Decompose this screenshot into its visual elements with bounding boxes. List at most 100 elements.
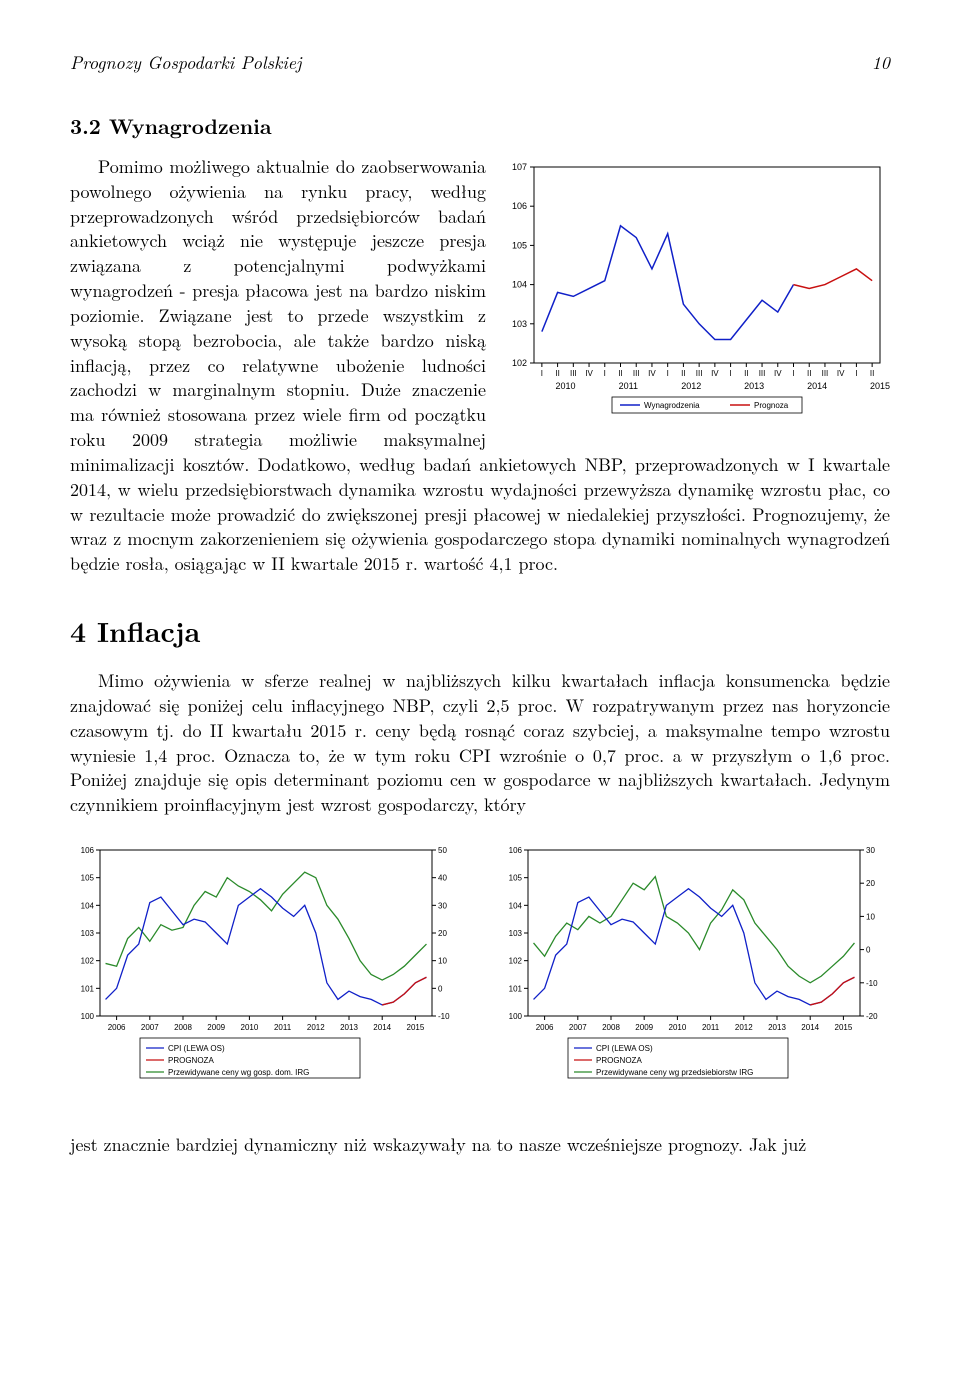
svg-text:2010: 2010 [669, 1023, 687, 1032]
svg-text:10: 10 [438, 957, 447, 966]
svg-text:2006: 2006 [108, 1023, 126, 1032]
svg-text:2012: 2012 [735, 1023, 753, 1032]
svg-text:101: 101 [509, 984, 523, 993]
svg-text:II: II [870, 369, 874, 378]
svg-text:CPI (LEWA OS): CPI (LEWA OS) [168, 1044, 225, 1053]
svg-text:101: 101 [81, 984, 95, 993]
svg-text:2010: 2010 [241, 1023, 259, 1032]
svg-text:2012: 2012 [307, 1023, 325, 1032]
chart-cpi-gosp-dom: 100101102103104105106-100102030405020062… [70, 844, 462, 1099]
svg-text:-10: -10 [866, 979, 878, 988]
svg-text:2015: 2015 [835, 1023, 853, 1032]
svg-text:0: 0 [866, 946, 871, 955]
svg-text:2013: 2013 [768, 1023, 786, 1032]
section-3-2-title: 3.2 Wynagrodzenia [70, 111, 890, 141]
chart-wynagrodzenia-svg: 102103104105106107IIIIIIIVIIIIIIIVIIIIII… [500, 159, 890, 419]
svg-text:I: I [604, 369, 606, 378]
svg-text:III: III [696, 369, 703, 378]
svg-text:I: I [729, 369, 731, 378]
svg-text:2014: 2014 [373, 1023, 391, 1032]
running-head-page: 10 [872, 50, 890, 75]
svg-text:107: 107 [512, 162, 527, 172]
svg-text:III: III [570, 369, 577, 378]
section-3-2-block: 102103104105106107IIIIIIIVIIIIIIIVIIIIII… [70, 155, 890, 577]
svg-text:I: I [855, 369, 857, 378]
svg-text:II: II [681, 369, 685, 378]
bottom-charts-row: 100101102103104105106-100102030405020062… [70, 844, 890, 1099]
svg-text:2013: 2013 [744, 381, 764, 391]
svg-text:102: 102 [512, 358, 527, 368]
svg-text:106: 106 [81, 846, 95, 855]
svg-text:0: 0 [438, 984, 443, 993]
svg-text:2013: 2013 [340, 1023, 358, 1032]
chart-wynagrodzenia: 102103104105106107IIIIIIIVIIIIIIIVIIIIII… [500, 159, 890, 424]
svg-text:40: 40 [438, 874, 447, 883]
svg-text:II: II [555, 369, 559, 378]
svg-text:2008: 2008 [602, 1023, 620, 1032]
svg-text:I: I [667, 369, 669, 378]
svg-text:2011: 2011 [702, 1023, 720, 1032]
svg-text:IV: IV [585, 369, 593, 378]
svg-text:2015: 2015 [870, 381, 890, 391]
svg-text:20: 20 [438, 929, 447, 938]
svg-text:III: III [822, 369, 829, 378]
svg-text:20: 20 [866, 879, 875, 888]
svg-text:II: II [807, 369, 811, 378]
svg-text:2009: 2009 [207, 1023, 225, 1032]
svg-text:100: 100 [81, 1012, 95, 1021]
svg-text:103: 103 [512, 319, 527, 329]
running-head: Prognozy Gospodarki Polskiej 10 [70, 50, 890, 75]
svg-text:2009: 2009 [635, 1023, 653, 1032]
chart-cpi-przedsiebiorstw-svg: 100101102103104105106-20-100102030200620… [498, 844, 890, 1094]
section-4-para: Mimo ożywienia w sferze realnej w najbli… [70, 669, 890, 818]
section-4-title: 4 Inflacja [70, 611, 890, 651]
svg-text:30: 30 [438, 901, 447, 910]
svg-text:2014: 2014 [801, 1023, 819, 1032]
svg-text:2015: 2015 [407, 1023, 425, 1032]
svg-text:105: 105 [81, 874, 95, 883]
svg-text:III: III [633, 369, 640, 378]
svg-text:IV: IV [648, 369, 656, 378]
svg-text:102: 102 [509, 957, 523, 966]
svg-text:2014: 2014 [807, 381, 827, 391]
svg-text:PROGNOZA: PROGNOZA [168, 1056, 214, 1065]
svg-text:105: 105 [512, 240, 527, 250]
svg-text:103: 103 [81, 929, 95, 938]
svg-text:2007: 2007 [141, 1023, 159, 1032]
svg-text:2011: 2011 [619, 381, 638, 391]
svg-text:30: 30 [866, 846, 875, 855]
svg-text:103: 103 [509, 929, 523, 938]
svg-text:Prognoza: Prognoza [754, 401, 789, 410]
svg-text:2006: 2006 [536, 1023, 554, 1032]
chart-cpi-gosp-dom-svg: 100101102103104105106-100102030405020062… [70, 844, 462, 1094]
svg-text:50: 50 [438, 846, 447, 855]
svg-text:CPI (LEWA OS): CPI (LEWA OS) [596, 1044, 653, 1053]
svg-text:IV: IV [711, 369, 719, 378]
svg-text:Wynagrodzenia: Wynagrodzenia [644, 401, 700, 410]
svg-text:II: II [744, 369, 748, 378]
svg-text:IV: IV [774, 369, 782, 378]
svg-text:-20: -20 [866, 1012, 878, 1021]
svg-text:2007: 2007 [569, 1023, 587, 1032]
svg-text:-10: -10 [438, 1012, 450, 1021]
svg-text:I: I [541, 369, 543, 378]
svg-text:106: 106 [509, 846, 523, 855]
svg-text:104: 104 [512, 280, 527, 290]
svg-text:104: 104 [509, 901, 523, 910]
svg-text:2008: 2008 [174, 1023, 192, 1032]
svg-text:2010: 2010 [555, 381, 575, 391]
svg-text:102: 102 [81, 957, 95, 966]
svg-text:2011: 2011 [274, 1023, 292, 1032]
svg-text:Przewidywane ceny wg przedsieb: Przewidywane ceny wg przedsiebiorstw IRG [596, 1068, 753, 1077]
svg-text:100: 100 [509, 1012, 523, 1021]
svg-text:IV: IV [837, 369, 845, 378]
svg-text:PROGNOZA: PROGNOZA [596, 1056, 642, 1065]
svg-text:2012: 2012 [681, 381, 701, 391]
svg-text:I: I [792, 369, 794, 378]
svg-text:105: 105 [509, 874, 523, 883]
page: Prognozy Gospodarki Polskiej 10 3.2 Wyna… [0, 0, 960, 1188]
svg-text:106: 106 [512, 201, 527, 211]
svg-text:III: III [759, 369, 766, 378]
chart-cpi-przedsiebiorstw: 100101102103104105106-20-100102030200620… [498, 844, 890, 1099]
running-head-left: Prognozy Gospodarki Polskiej [70, 50, 302, 75]
